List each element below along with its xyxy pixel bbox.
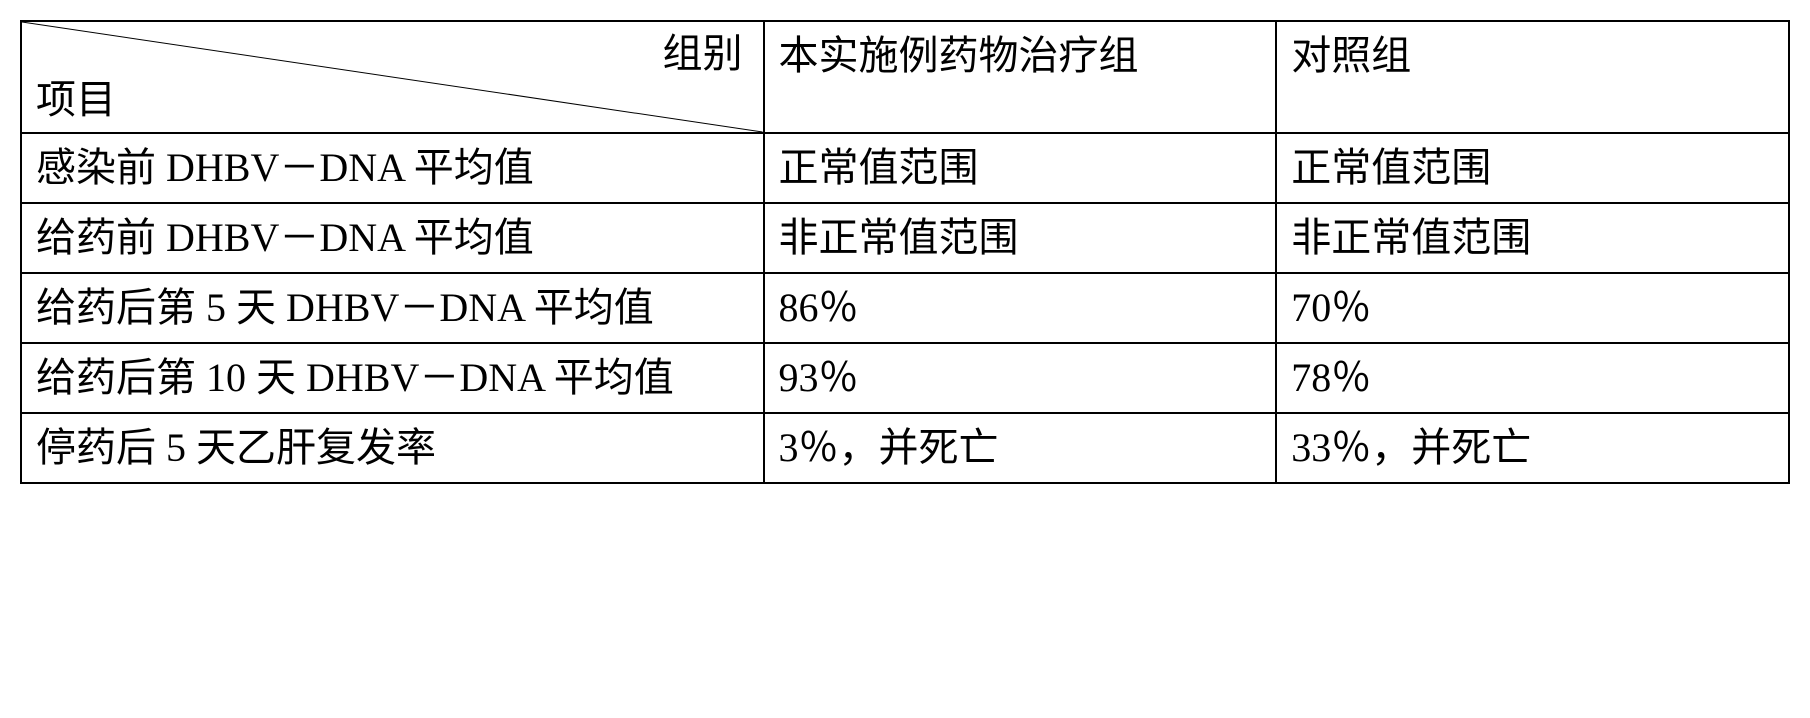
data-table: 组别 项目 本实施例药物治疗组 对照组 感染前 DHBV－DNA 平均值 正常值… bbox=[20, 20, 1790, 484]
cell-value: 93％ bbox=[764, 343, 1277, 413]
row-label: 给药后第 10 天 DHBV－DNA 平均值 bbox=[21, 343, 764, 413]
row-label: 停药后 5 天乙肝复发率 bbox=[21, 413, 764, 483]
table-row: 停药后 5 天乙肝复发率 3％，并死亡 33％，并死亡 bbox=[21, 413, 1789, 483]
cell-value: 正常值范围 bbox=[1276, 133, 1789, 203]
cell-value: 70％ bbox=[1276, 273, 1789, 343]
diagonal-line-icon bbox=[22, 22, 763, 132]
table-header-row: 组别 项目 本实施例药物治疗组 对照组 bbox=[21, 21, 1789, 133]
cell-value: 正常值范围 bbox=[764, 133, 1277, 203]
table-row: 感染前 DHBV－DNA 平均值 正常值范围 正常值范围 bbox=[21, 133, 1789, 203]
cell-value: 86％ bbox=[764, 273, 1277, 343]
row-label: 给药前 DHBV－DNA 平均值 bbox=[21, 203, 764, 273]
cell-value: 3％，并死亡 bbox=[764, 413, 1277, 483]
cell-value: 33％，并死亡 bbox=[1276, 413, 1789, 483]
header-item-label: 项目 bbox=[36, 74, 116, 126]
row-label: 感染前 DHBV－DNA 平均值 bbox=[21, 133, 764, 203]
table-row: 给药后第 5 天 DHBV－DNA 平均值 86％ 70％ bbox=[21, 273, 1789, 343]
diagonal-header-cell: 组别 项目 bbox=[21, 21, 764, 133]
table-row: 给药前 DHBV－DNA 平均值 非正常值范围 非正常值范围 bbox=[21, 203, 1789, 273]
cell-value: 非正常值范围 bbox=[1276, 203, 1789, 273]
cell-value: 78％ bbox=[1276, 343, 1789, 413]
table-row: 给药后第 10 天 DHBV－DNA 平均值 93％ 78％ bbox=[21, 343, 1789, 413]
header-col-control: 对照组 bbox=[1276, 21, 1789, 133]
row-label: 给药后第 5 天 DHBV－DNA 平均值 bbox=[21, 273, 764, 343]
cell-value: 非正常值范围 bbox=[764, 203, 1277, 273]
header-col-treatment: 本实施例药物治疗组 bbox=[764, 21, 1277, 133]
header-group-label: 组别 bbox=[663, 28, 743, 80]
